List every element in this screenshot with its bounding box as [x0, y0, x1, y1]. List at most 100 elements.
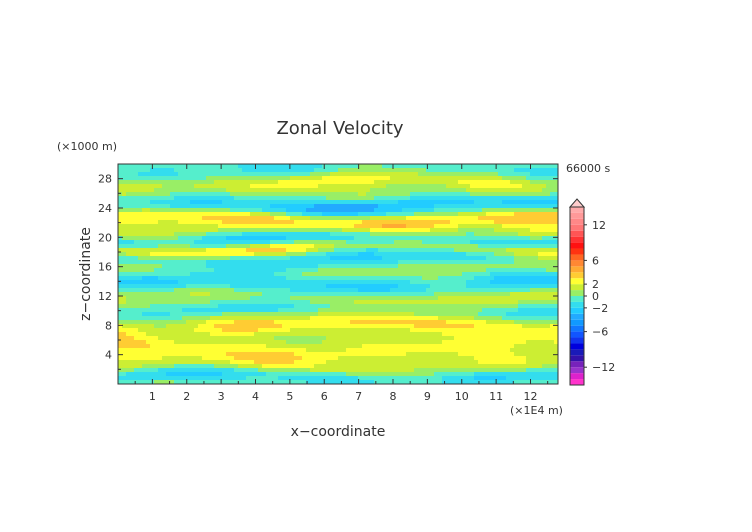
- field-cell: [226, 196, 231, 201]
- field-cell: [554, 340, 558, 345]
- field-cell: [314, 244, 319, 249]
- field-cell: [154, 176, 159, 181]
- field-cell: [438, 232, 443, 237]
- field-cell: [538, 168, 543, 173]
- field-cell: [418, 340, 423, 345]
- field-cell: [502, 328, 507, 333]
- field-cell: [218, 220, 223, 225]
- field-cell: [458, 248, 463, 253]
- field-cell: [446, 328, 451, 333]
- field-cell: [358, 288, 363, 293]
- field-cell: [274, 176, 279, 181]
- field-cell: [210, 188, 215, 193]
- field-cell: [462, 236, 467, 241]
- field-cell: [478, 296, 483, 301]
- field-cell: [334, 264, 339, 269]
- field-cell: [490, 224, 495, 229]
- field-cell: [118, 260, 123, 265]
- field-cell: [510, 212, 515, 217]
- field-cell: [298, 184, 303, 189]
- field-cell: [546, 236, 551, 241]
- field-cell: [334, 312, 339, 317]
- field-cell: [438, 188, 443, 193]
- field-cell: [390, 204, 395, 209]
- field-cell: [406, 184, 411, 189]
- field-cell: [502, 276, 507, 281]
- field-cell: [518, 308, 523, 313]
- field-cell: [158, 168, 163, 173]
- field-cell: [494, 224, 499, 229]
- field-cell: [466, 300, 471, 305]
- field-cell: [242, 188, 247, 193]
- field-cell: [478, 312, 483, 317]
- field-cell: [294, 212, 299, 217]
- field-cell: [546, 196, 551, 201]
- field-cell: [358, 212, 363, 217]
- field-cell: [270, 164, 275, 169]
- field-cell: [218, 172, 223, 177]
- field-cell: [150, 264, 155, 269]
- field-cell: [490, 176, 495, 181]
- field-cell: [378, 196, 383, 201]
- field-cell: [246, 188, 251, 193]
- field-cell: [506, 328, 511, 333]
- field-cell: [382, 224, 387, 229]
- field-cell: [130, 252, 135, 257]
- field-cell: [386, 316, 391, 321]
- field-cell: [526, 284, 531, 289]
- field-cell: [202, 264, 207, 269]
- field-cell: [270, 300, 275, 305]
- field-cell: [150, 252, 155, 257]
- field-cell: [134, 284, 139, 289]
- field-cell: [518, 212, 523, 217]
- field-cell: [478, 212, 483, 217]
- field-cell: [210, 308, 215, 313]
- field-cell: [262, 256, 267, 261]
- field-cell: [210, 316, 215, 321]
- field-cell: [470, 272, 475, 277]
- field-cell: [318, 168, 323, 173]
- field-cell: [426, 308, 431, 313]
- field-cell: [178, 300, 183, 305]
- field-cell: [314, 320, 319, 325]
- field-cell: [142, 244, 147, 249]
- field-cell: [330, 336, 335, 341]
- field-cell: [230, 276, 235, 281]
- field-cell: [222, 336, 227, 341]
- field-cell: [294, 268, 299, 273]
- field-cell: [242, 184, 247, 189]
- field-cell: [134, 164, 139, 169]
- field-cell: [310, 176, 315, 181]
- field-cell: [294, 232, 299, 237]
- field-cell: [418, 188, 423, 193]
- field-cell: [514, 288, 519, 293]
- field-cell: [470, 192, 475, 197]
- field-cell: [202, 224, 207, 229]
- field-cell: [478, 292, 483, 297]
- field-cell: [534, 208, 539, 213]
- field-cell: [134, 180, 139, 185]
- field-cell: [346, 244, 351, 249]
- field-cell: [190, 200, 195, 205]
- field-cell: [262, 216, 267, 221]
- field-cell: [234, 208, 239, 213]
- field-cell: [222, 188, 227, 193]
- field-cell: [362, 164, 367, 169]
- field-cell: [530, 216, 535, 221]
- field-cell: [274, 224, 279, 229]
- field-cell: [490, 272, 495, 277]
- field-cell: [530, 164, 535, 169]
- field-cell: [254, 320, 259, 325]
- field-cell: [154, 336, 159, 341]
- field-cell: [246, 344, 251, 349]
- field-cell: [542, 304, 547, 309]
- field-cell: [418, 296, 423, 301]
- field-cell: [218, 212, 223, 217]
- field-cell: [362, 292, 367, 297]
- field-cell: [402, 312, 407, 317]
- field-cell: [322, 308, 327, 313]
- field-cell: [266, 276, 271, 281]
- field-cell: [366, 168, 371, 173]
- field-cell: [402, 264, 407, 269]
- field-cell: [410, 272, 415, 277]
